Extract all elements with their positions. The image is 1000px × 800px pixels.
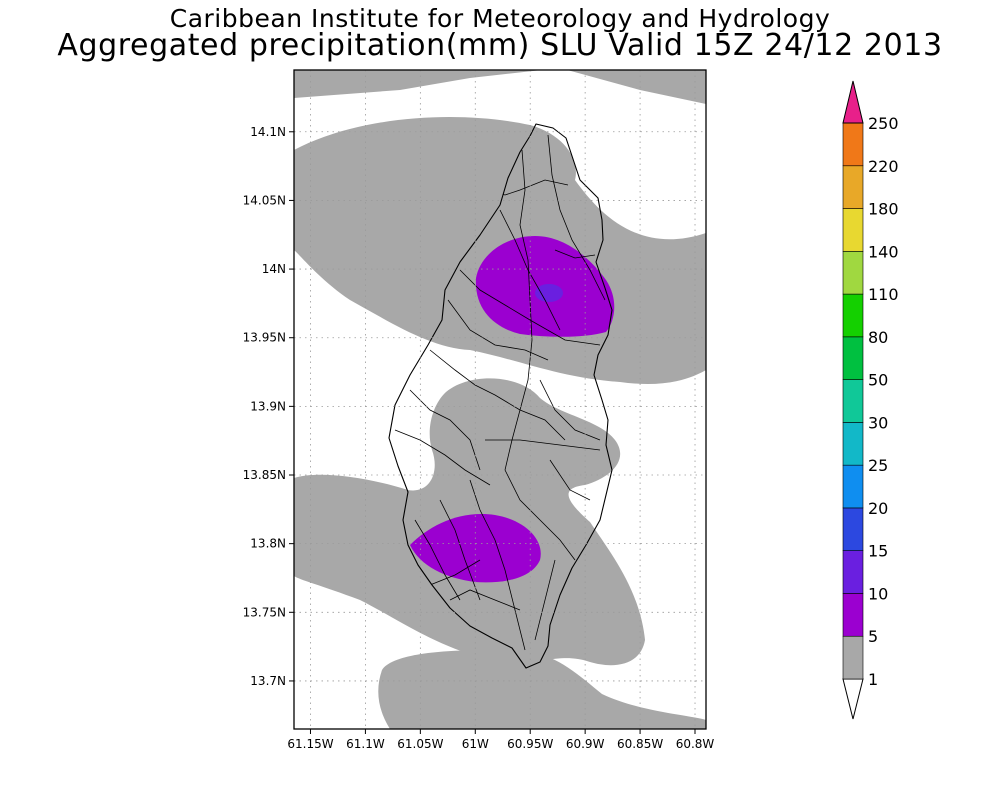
colorbar-segment: [842, 422, 864, 466]
colorbar-segment: [842, 379, 864, 423]
colorbar-segment: [842, 336, 864, 380]
colorbar-label: 20: [868, 499, 888, 518]
precip-1-5-region-south: [378, 650, 706, 729]
precip-10-15-region: [535, 284, 563, 302]
lat-tick-label: 14N: [262, 262, 286, 276]
lat-tick-label: 13.7N: [250, 674, 286, 688]
lon-tick-label: 60.85W: [617, 737, 663, 751]
lon-tick-label: 60.8W: [676, 737, 715, 751]
colorbar-label: 250: [868, 114, 899, 133]
lat-tick-label: 14.05N: [243, 193, 286, 207]
colorbar-segment: [842, 165, 864, 209]
precip-5-10-region-south: [410, 514, 541, 583]
colorbar-label: 50: [868, 371, 888, 390]
colorbar-label: 1: [868, 670, 878, 689]
colorbar-segment: [842, 507, 864, 551]
colorbar-segment: [842, 122, 864, 167]
colorbar-label: 10: [868, 584, 888, 603]
lon-tick-label: 60.95W: [507, 737, 553, 751]
lat-tick-label: 13.75N: [243, 605, 286, 619]
colorbar-label: 5: [868, 627, 878, 646]
lon-tick-label: 61.05W: [397, 737, 443, 751]
lat-tick-label: 13.9N: [250, 399, 286, 413]
colorbar-label: 15: [868, 542, 888, 561]
precip-shading-layer: [294, 70, 706, 729]
colorbar-label: 30: [868, 413, 888, 432]
lat-tick-label: 13.85N: [243, 468, 286, 482]
colorbar-label: 220: [868, 157, 899, 176]
lat-tick-label: 14.1N: [250, 125, 286, 139]
lat-tick-label: 13.8N: [250, 537, 286, 551]
title-line-2: Aggregated precipitation(mm) SLU Valid 1…: [57, 28, 943, 63]
longitude-axis: 61.15W 61.1W 61.05W 61W 60.95W 60.9W 60.85W 60.…: [287, 729, 714, 751]
colorbar-label: 80: [868, 328, 888, 347]
colorbar-top-arrow: [842, 80, 864, 124]
colorbar-label: 140: [868, 242, 899, 261]
colorbar-segment: [842, 208, 864, 252]
latitude-axis: 14.1N 14.05N 14N 13.95N 13.9N 13.85N 13.8N 13.7…: [243, 125, 294, 688]
colorbar-label: 110: [868, 285, 899, 304]
colorbar-segment: [842, 550, 864, 594]
colorbar-segment: [842, 293, 864, 338]
lon-tick-label: 60.9W: [566, 737, 605, 751]
title-line-1: Caribbean Institute for Meteorology and …: [169, 4, 831, 33]
map-frame: [293, 69, 707, 730]
colorbar-segment: [842, 635, 864, 680]
lon-tick-label: 61.15W: [287, 737, 333, 751]
colorbar-label: 25: [868, 456, 888, 475]
lat-tick-label: 13.95N: [243, 331, 286, 345]
island-coastline: [388, 123, 613, 669]
colorbar-segment: [842, 593, 864, 637]
precip-1-5-region-top: [294, 70, 706, 104]
colorbar-label: 180: [868, 200, 899, 219]
lon-tick-label: 61.1W: [346, 737, 385, 751]
colorbar-segment: [842, 251, 864, 295]
colorbar-segment: [842, 464, 864, 509]
colorbar-bottom-arrow: [842, 678, 864, 720]
lon-tick-label: 61W: [462, 737, 489, 751]
